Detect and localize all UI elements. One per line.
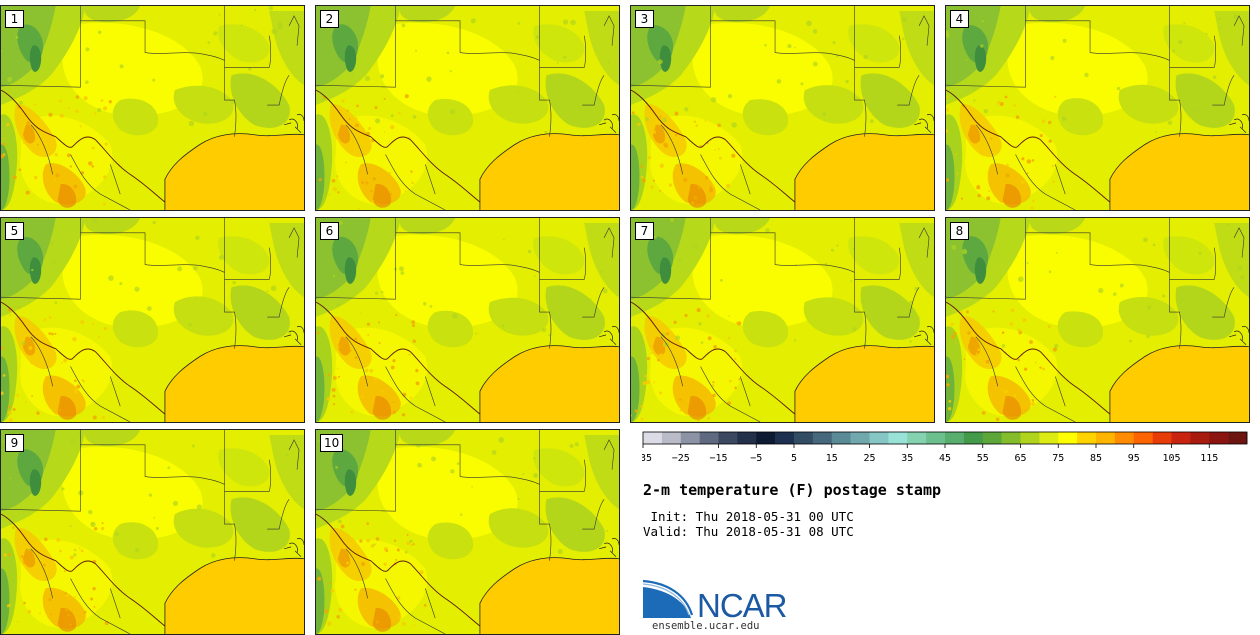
colorbar-bin (1058, 432, 1078, 444)
colorbar-bin (699, 432, 719, 444)
ensemble-member-panel[interactable]: 3 (630, 5, 935, 211)
ensemble-member-panel[interactable]: 2 (315, 5, 620, 211)
colorbar-tick-label: −25 (672, 453, 690, 464)
ensemble-member-panel[interactable]: 7 (630, 217, 935, 423)
colorbar-bin (1228, 432, 1248, 444)
member-number-label: 6 (320, 222, 339, 240)
colorbar-bin (661, 432, 682, 444)
colorbar-bin (888, 432, 908, 444)
member-number-label: 7 (635, 222, 654, 240)
colorbar-tick-label: 35 (901, 453, 913, 464)
colorbar-tick-label: 45 (939, 453, 951, 464)
colorbar-bin (680, 432, 700, 444)
colorbar-tick-label: 95 (1128, 453, 1140, 464)
colorbar-bin (1096, 432, 1116, 444)
temperature-map (946, 218, 1249, 422)
temperature-map (316, 430, 619, 634)
colorbar-tick-label: 85 (1090, 453, 1102, 464)
colorbar-bin (1133, 432, 1153, 444)
temperature-colorbar: −35 −25 −15 −5 5 15 25 35 45 55 65 75 85 95 105 115 (642, 431, 1248, 464)
valid-time: Valid: Thu 2018-05-31 08 UTC (643, 524, 854, 539)
member-number-label: 3 (635, 10, 654, 28)
ensemble-member-panel[interactable]: 10 (315, 429, 620, 635)
ensemble-url[interactable]: ensemble.ucar.edu (652, 620, 760, 632)
temperature-map (316, 218, 619, 422)
member-number-label: 5 (5, 222, 24, 240)
temperature-map (631, 218, 934, 422)
colorbar-bin (1209, 432, 1229, 444)
colorbar-bin (850, 432, 870, 444)
colorbar-bin (1020, 432, 1040, 444)
colorbar-tick-label: −5 (750, 453, 762, 464)
colorbar-bin (869, 432, 889, 444)
member-number-label: 2 (320, 10, 339, 28)
colorbar-bin (1152, 432, 1172, 444)
colorbar-bin (1039, 432, 1059, 444)
colorbar-bin (907, 432, 927, 444)
member-number-label: 8 (950, 222, 969, 240)
colorbar-bin (982, 432, 1002, 444)
colorbar-bin (1001, 432, 1021, 444)
colorbar-bin (737, 432, 757, 444)
ensemble-member-panel[interactable]: 9 (0, 429, 305, 635)
colorbar-bin (926, 432, 946, 444)
colorbar-bin (831, 432, 851, 444)
ensemble-member-panel[interactable]: 4 (945, 5, 1250, 211)
ensemble-member-panel[interactable]: 5 (0, 217, 305, 423)
colorbar-tick-label: 115 (1200, 453, 1218, 464)
colorbar-bin (718, 432, 738, 444)
colorbar-bin (945, 432, 965, 444)
ensemble-member-panel[interactable]: 8 (945, 217, 1250, 423)
init-time: Init: Thu 2018-05-31 00 UTC (643, 509, 854, 524)
colorbar-bin (1114, 432, 1135, 444)
temperature-map (1, 6, 304, 210)
colorbar-bin (775, 432, 795, 444)
ensemble-member-panel[interactable]: 1 (0, 5, 305, 211)
colorbar-bin (643, 432, 663, 444)
ncar-logo-swoosh (643, 587, 691, 618)
colorbar-tick-label: 105 (1162, 453, 1180, 464)
member-number-label: 4 (950, 10, 969, 28)
colorbar-bin (1190, 432, 1210, 444)
temperature-map (1, 218, 304, 422)
colorbar-tick-label: 75 (1052, 453, 1064, 464)
chart-title: 2-m temperature (F) postage stamp (643, 481, 942, 499)
ncar-logo: NCAR (642, 579, 788, 623)
ncar-logo-text: NCAR (697, 587, 787, 623)
member-number-label: 9 (5, 434, 24, 452)
colorbar-tick-label: −35 (642, 453, 652, 464)
colorbar-tick-label: 15 (826, 453, 838, 464)
colorbar-tick-label: 5 (791, 453, 797, 464)
ensemble-member-panel[interactable]: 6 (315, 217, 620, 423)
colorbar-bin (1077, 432, 1097, 444)
colorbar-tick-label: 65 (1014, 453, 1026, 464)
colorbar-bin (756, 432, 776, 444)
colorbar-tick-label: −15 (709, 453, 727, 464)
member-number-label: 10 (320, 434, 344, 452)
colorbar-tick-label: 55 (977, 453, 989, 464)
temperature-map (631, 6, 934, 210)
colorbar-tick-label: 25 (863, 453, 875, 464)
temperature-map (946, 6, 1249, 210)
colorbar-bin (812, 432, 833, 444)
colorbar-bin (794, 432, 814, 444)
colorbar-bin (1171, 432, 1191, 444)
member-number-label: 1 (5, 10, 24, 28)
temperature-map (316, 6, 619, 210)
temperature-map (1, 430, 304, 634)
ncar-logo-arc (642, 579, 694, 616)
colorbar-bin (963, 432, 984, 444)
